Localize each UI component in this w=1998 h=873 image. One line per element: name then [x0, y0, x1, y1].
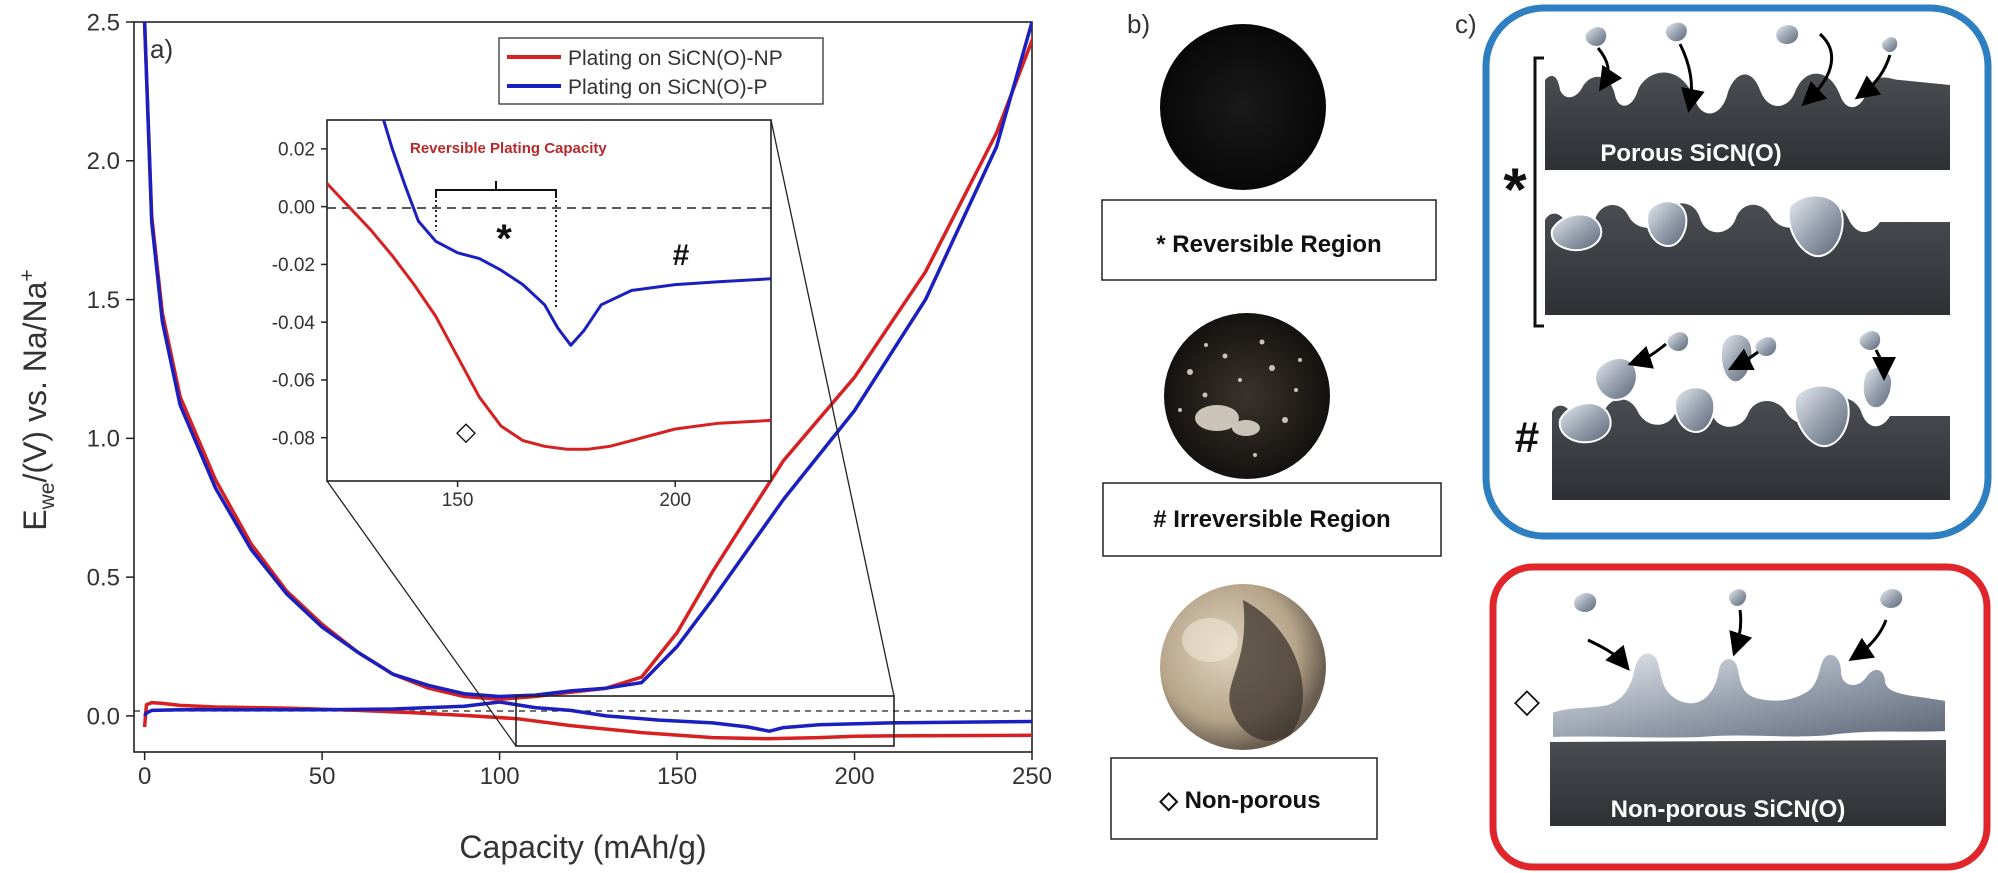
label-box-nonporous: [1110, 757, 1378, 840]
label-irreversible: # Irreversible Region: [1153, 506, 1390, 533]
arrows-nonporous: [1587, 609, 1888, 671]
inset-frame: [326, 119, 772, 482]
y-tick-label-inset: 0.00: [278, 197, 315, 218]
porous-title: Porous SiCN(O): [1600, 140, 1781, 167]
y-tick-label-inset: -0.02: [272, 255, 315, 276]
zoom-connector-right: [770, 119, 895, 697]
inset-chart: 150 200 0.02 0.00 -0.02 -0.04 -0.06 -0.08 Rever…: [272, 119, 772, 511]
y-tick-label-inset: -0.06: [272, 371, 315, 392]
nonporous-dendrite-layer: [1551, 651, 1947, 740]
reversible-bracket: [435, 181, 557, 198]
y-axis-label: Ewe/(V) vs. Na/Na+: [16, 269, 59, 530]
legend-label-p: Plating on SiCN(O)-P: [568, 76, 768, 99]
panel-a-label: a): [150, 34, 173, 64]
y-tick-label: 0.5: [87, 565, 120, 592]
y-tick-label: 0.0: [87, 703, 120, 730]
series-p-inset: [382, 120, 771, 347]
nonporous-substrate: [1550, 740, 1946, 826]
falling-sodium-bottom: [1667, 331, 1881, 356]
nonporous-title: Non-porous SiCN(O): [1611, 796, 1846, 823]
panel-c-label: c): [1455, 9, 1477, 39]
falling-sodium-nonporous: [1574, 589, 1903, 612]
y-tick-label: 2.5: [87, 9, 120, 36]
y-tick-label-inset: -0.04: [272, 313, 316, 334]
x-tick-label-inset: 200: [659, 490, 691, 511]
porous-bracket: [1533, 56, 1544, 328]
zoom-region-box: [515, 695, 895, 747]
y-tick-label: 2.0: [87, 148, 120, 175]
inset-hash-marker: #: [673, 239, 690, 272]
panel-b-label: b): [1127, 9, 1150, 39]
series-charge-p: [142, 22, 1032, 699]
x-axis-label: Capacity (mAh/g): [459, 829, 706, 865]
y-tick-label-inset: 0.02: [278, 140, 315, 161]
series-np-inset: [327, 182, 771, 451]
falling-sodium-top: [1585, 22, 1898, 53]
panel-b: b) * Reversible Region # Irreversible Re…: [1101, 9, 1442, 840]
legend: Plating on SiCN(O)-NP Plating on SiCN(O)…: [498, 37, 824, 105]
y-tick-label: 1.0: [87, 426, 120, 453]
panel-c: c) * Porous SiCN(O) #: [1455, 4, 1992, 871]
porous-substrate-bottom: [1552, 397, 1950, 500]
series-np: [142, 700, 1032, 741]
label-box-reversible: [1101, 199, 1437, 281]
svg-text:Ewe/(V) vs. Na/Na+: Ewe/(V) vs. Na/Na+: [16, 269, 59, 530]
label-reversible: * Reversible Region: [1156, 231, 1381, 258]
porous-substrate-top: [1545, 72, 1950, 170]
x-tick-label: 200: [835, 763, 875, 790]
series-charge-np: [142, 22, 1032, 702]
x-tick-label: 150: [657, 763, 697, 790]
inset-title: Reversible Plating Capacity: [410, 140, 607, 157]
main-chart: 0 50 100 150 200 250 0.0 0.5 1.0 1.5 2.0 2.5 a) Pla…: [16, 9, 1052, 865]
reversible-deposits: [1550, 194, 1844, 258]
y-tick-label: 1.5: [87, 287, 120, 314]
series-p: [143, 700, 1032, 733]
x-tick-label: 0: [138, 763, 151, 790]
x-tick-label-inset: 150: [442, 490, 474, 511]
photo-nonporous-sample: [1160, 584, 1326, 750]
porous-star-marker: *: [1503, 156, 1527, 223]
inset-star-marker: *: [496, 217, 512, 261]
porous-hash-marker: #: [1515, 413, 1539, 462]
x-tick-label: 50: [309, 763, 336, 790]
inset-diamond-marker: ◇: [456, 417, 476, 447]
main-plot-frame: [133, 21, 1033, 753]
x-tick-label: 250: [1012, 763, 1052, 790]
porous-substrate-middle: [1545, 202, 1950, 315]
label-box-irreversible: [1102, 482, 1442, 557]
y-tick-label-inset: -0.08: [272, 428, 315, 449]
legend-box: [498, 37, 824, 105]
nonporous-diamond-marker: ◇: [1514, 681, 1541, 721]
photo-reversible-sample: [1160, 24, 1326, 190]
zoom-connector-left: [326, 480, 517, 747]
legend-label-np: Plating on SiCN(O)-NP: [568, 47, 783, 70]
x-tick-label: 100: [480, 763, 520, 790]
label-nonporous: ◇ Non-porous: [1158, 787, 1320, 814]
arrows-bottom: [1627, 342, 1896, 381]
photo-irreversible-sample: [1164, 313, 1330, 479]
arrows-top: [1596, 32, 1892, 113]
